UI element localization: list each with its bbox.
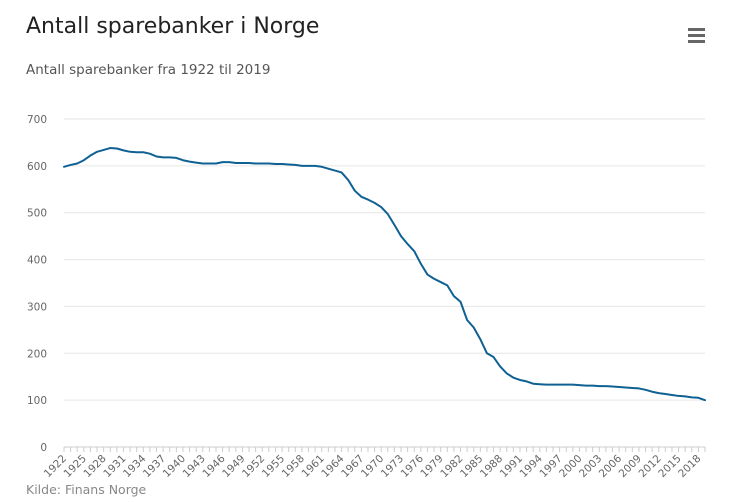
menu-bar-top (688, 28, 705, 31)
y-tick-label: 300 (27, 301, 47, 313)
y-tick-label: 0 (40, 442, 47, 454)
series-line-sparebanker[interactable] (63, 147, 706, 402)
source-credits: Kilde: Finans Norge (26, 482, 147, 497)
y-tick-label: 600 (27, 161, 47, 173)
y-tick-label: 500 (27, 208, 47, 220)
menu-bar-bottom (688, 40, 705, 43)
gridlines (64, 118, 705, 401)
y-tick-label: 100 (27, 395, 47, 407)
hamburger-menu-icon[interactable] (683, 24, 709, 46)
x-tick-label: 2018 (676, 453, 703, 480)
y-axis-tick-labels: 0 100 200 300 400 500 600 700 (27, 114, 47, 454)
x-axis (63, 446, 706, 452)
chart-subtitle: Antall sparebanker fra 1922 til 2019 (26, 62, 271, 78)
x-axis-tick-labels: 1922192519281931193419371940194319461949… (42, 452, 704, 480)
menu-bar-middle (688, 34, 705, 37)
y-tick-label: 400 (27, 255, 47, 267)
chart-title: Antall sparebanker i Norge (26, 14, 320, 39)
y-tick-label: 700 (27, 114, 47, 126)
y-tick-label: 200 (27, 348, 47, 360)
